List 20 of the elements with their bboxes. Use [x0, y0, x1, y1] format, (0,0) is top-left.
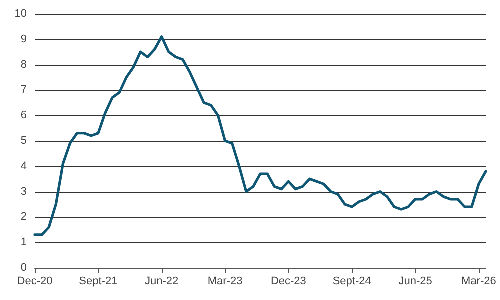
- y-tick-label: 5: [20, 135, 27, 147]
- y-tick-label: 8: [20, 58, 27, 71]
- y-tick-label: 9: [20, 33, 27, 46]
- y-tick-label: 2: [20, 211, 27, 224]
- y-tick-label: 3: [20, 186, 27, 198]
- y-tick-label: 1: [20, 236, 27, 249]
- x-tick-label: Dec-23: [270, 276, 306, 288]
- x-tick-label: Jun-22: [145, 276, 179, 288]
- x-tick-label: Sept-21: [79, 276, 118, 288]
- x-tick-label: Sept-24: [332, 276, 372, 288]
- x-tick-label: Jun-25: [398, 276, 432, 288]
- y-tick-label: 10: [14, 8, 27, 20]
- y-tick-label: 6: [20, 110, 27, 122]
- line-series: [34, 36, 488, 236]
- y-tick-label: 4: [20, 160, 27, 172]
- y-tick-label: 7: [20, 84, 27, 96]
- x-tick-label: Dec-20: [17, 276, 53, 288]
- y-tick-label: 0: [20, 262, 27, 274]
- x-tick-label: Mar-26: [462, 276, 496, 288]
- x-tick-label: Mar-23: [208, 276, 243, 288]
